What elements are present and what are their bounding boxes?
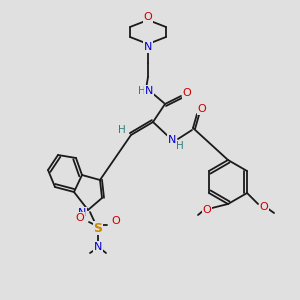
Text: H: H xyxy=(138,86,146,96)
Text: N: N xyxy=(168,135,176,145)
Text: O: O xyxy=(202,205,211,215)
Text: O: O xyxy=(183,88,191,98)
Text: N: N xyxy=(145,86,153,96)
Text: O: O xyxy=(144,12,152,22)
Text: O: O xyxy=(260,202,268,212)
Text: N: N xyxy=(94,242,102,252)
Text: N: N xyxy=(144,42,152,52)
Text: H: H xyxy=(176,141,184,151)
Text: S: S xyxy=(94,221,103,235)
Text: O: O xyxy=(112,216,120,226)
Text: N: N xyxy=(78,208,86,218)
Text: H: H xyxy=(118,125,126,135)
Text: O: O xyxy=(76,213,84,223)
Text: O: O xyxy=(198,104,206,114)
